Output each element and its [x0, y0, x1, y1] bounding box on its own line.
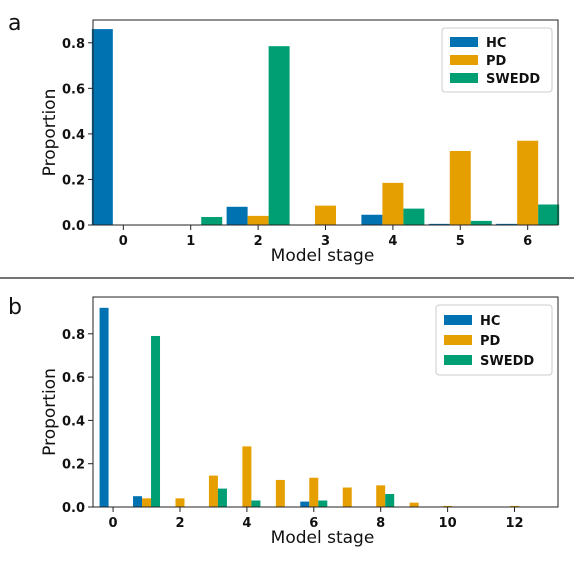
y-tick-label-b-0: 0.0: [62, 501, 85, 516]
legend-swatch-b-pd: [444, 335, 472, 345]
x-tick-label-b-4: 4: [242, 516, 251, 531]
y-tick-label-a-1: 0.2: [62, 173, 85, 188]
bar-b-pd-1: [142, 498, 152, 507]
bar-a-swedd-6: [538, 204, 560, 225]
bar-a-pd-4: [382, 182, 404, 225]
x-tick-label-a-4: 4: [388, 234, 397, 249]
x-tick-label-b-10: 10: [439, 516, 457, 531]
bar-a-pd-5: [449, 150, 471, 225]
bar-b-pd-6: [309, 477, 319, 507]
y-axis-label-b: Proportion: [40, 368, 60, 456]
legend-swatch-a-hc: [450, 37, 478, 47]
bar-a-pd-6: [517, 140, 539, 225]
bar-a-swedd-5: [470, 220, 492, 225]
bar-b-pd-9: [409, 502, 419, 507]
bar-b-pd-7: [342, 487, 352, 507]
x-tick-label-a-3: 3: [321, 234, 330, 249]
legend-label-a-swedd: SWEDD: [486, 72, 540, 87]
legend-swatch-b-hc: [444, 315, 472, 325]
bar-b-swedd-4: [251, 500, 261, 507]
y-tick-label-a-2: 0.4: [62, 128, 85, 143]
bar-b-pd-3: [208, 475, 218, 507]
bar-b-pd-2: [175, 498, 185, 507]
bar-a-hc-2: [226, 206, 248, 225]
y-axis-label-a: Proportion: [40, 89, 60, 177]
x-tick-label-b-12: 12: [505, 516, 523, 531]
bar-b-pd-12: [510, 505, 520, 507]
y-tick-label-b-4: 0.8: [62, 328, 85, 343]
x-axis-label-b: Model stage: [271, 528, 375, 548]
panel-b: b 0 2 4 6 8 10 12 0.0 0.2 0.4 0.6 0.8 Model stage Pro…: [8, 295, 559, 548]
legend-label-b-pd: PD: [480, 334, 501, 349]
x-tick-label-a-0: 0: [119, 234, 128, 249]
x-tick-label-b-6: 6: [309, 516, 318, 531]
legend-swatch-b-swedd: [444, 355, 472, 365]
bar-b-swedd-3: [217, 488, 227, 507]
x-tick-label-b-2: 2: [175, 516, 184, 531]
y-tick-label-a-0: 0.0: [62, 219, 85, 234]
y-tick-label-a-3: 0.6: [62, 82, 85, 97]
bar-b-pd-8: [376, 485, 386, 507]
bar-b-hc-6: [300, 501, 310, 507]
legend-label-b-swedd: SWEDD: [480, 354, 534, 369]
bar-a-hc-0: [91, 29, 113, 225]
panel-a-plot: 0 1 2 3 4 5 6 0.0 0.2 0.4 0.6 0.8 Model stage Proport…: [40, 19, 560, 266]
bar-b-hc-0: [99, 307, 109, 507]
panel-a-label: a: [8, 11, 21, 36]
bar-a-hc-4: [361, 214, 383, 225]
bar-a-swedd-4: [403, 208, 425, 225]
bar-b-swedd-8: [385, 494, 395, 507]
x-tick-label-b-8: 8: [376, 516, 385, 531]
bar-a-swedd-1: [201, 217, 223, 225]
legend-swatch-a-swedd: [450, 73, 478, 83]
bar-a-hc-5: [428, 223, 450, 225]
x-tick-label-a-1: 1: [186, 234, 195, 249]
y-tick-label-b-1: 0.2: [62, 458, 85, 473]
bar-a-hc-6: [496, 223, 518, 225]
plot-frame-b: [92, 296, 559, 508]
x-tick-label-b-0: 0: [109, 516, 118, 531]
bar-a-pd-2: [247, 215, 269, 225]
x-tick-label-a-5: 5: [456, 234, 465, 249]
legend-swatch-a-pd: [450, 55, 478, 65]
bar-a-swedd-2: [268, 46, 290, 225]
bar-b-pd-5: [275, 479, 285, 507]
x-tick-label-a-2: 2: [254, 234, 263, 249]
bar-b-pd-4: [242, 446, 252, 507]
legend-label-a-hc: HC: [486, 36, 506, 51]
legend-label-a-pd: PD: [486, 54, 507, 69]
bar-a-pd-3: [315, 205, 336, 225]
legend-label-b-hc: HC: [480, 314, 500, 329]
x-axis-label-a: Model stage: [271, 246, 375, 266]
bar-b-pd-10: [443, 505, 453, 507]
panel-b-label: b: [8, 295, 22, 320]
bar-b-hc-1: [133, 496, 143, 507]
panel-a: a 0 1 2 3 4 5 6 0.0 0.2 0.4 0.6 0.8 Model stage Propo…: [8, 11, 560, 266]
y-tick-label-b-3: 0.6: [62, 371, 85, 386]
bar-b-swedd-6: [318, 500, 328, 507]
panel-b-plot: 0 2 4 6 8 10 12 0.0 0.2 0.4 0.6 0.8 Model stage Propo…: [40, 296, 559, 548]
y-tick-label-a-4: 0.8: [62, 37, 85, 52]
x-tick-label-a-6: 6: [523, 234, 532, 249]
bar-b-swedd-1: [151, 335, 161, 507]
y-tick-label-b-2: 0.4: [62, 414, 85, 429]
